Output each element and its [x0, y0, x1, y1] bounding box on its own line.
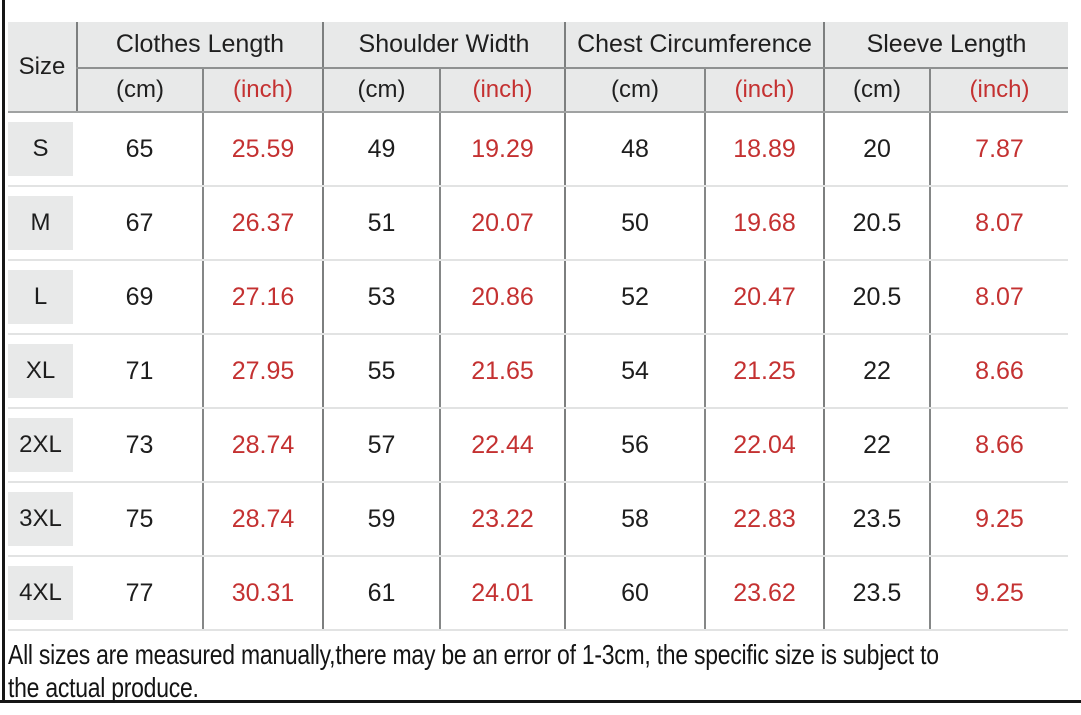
cell-clothes-inch: 26.37 [202, 186, 323, 261]
cell-shoulder-inch: 21.65 [439, 334, 565, 409]
size-label: XL [8, 344, 73, 398]
disclaimer-line-2: the actual produce. [8, 672, 199, 703]
disclaimer-line-1: All sizes are measured manually,there ma… [8, 639, 939, 670]
cell-sleeve-inch: 8.07 [928, 186, 1069, 261]
header-group-row: Size Clothes Length Shoulder Width Chest… [8, 22, 1069, 113]
cell-clothes-cm: 71 [77, 334, 203, 409]
cell-sleeve-cm: 20.5 [823, 186, 930, 261]
cell-clothes-inch: 27.16 [202, 260, 323, 335]
cell-sleeve-cm: 22 [823, 334, 930, 409]
cell-chest-cm: 50 [564, 186, 705, 261]
cell-clothes-inch: 30.31 [202, 556, 323, 631]
size-chart-table: Size Clothes Length Shoulder Width Chest… [8, 22, 1069, 631]
cell-shoulder-inch: 22.44 [439, 408, 565, 483]
cell-chest-inch: 22.04 [704, 408, 824, 483]
group-header-chest-circumference: Chest Circumference [564, 22, 824, 69]
page-border-bottom [0, 700, 1081, 703]
table-row: 4XL 77 30.31 61 24.01 60 23.62 23.5 9.25 [8, 556, 1069, 631]
cell-sleeve-inch: 9.25 [928, 556, 1069, 631]
cell-chest-inch: 21.25 [704, 334, 824, 409]
unit-header-shoulder-cm: (cm) [322, 68, 440, 113]
size-label-cell: M [8, 186, 77, 261]
unit-header-clothes-cm: (cm) [76, 68, 203, 113]
size-label-cell: S [8, 112, 77, 187]
unit-header-sleeve-inch: (inch) [928, 68, 1069, 113]
unit-header-sleeve-cm: (cm) [823, 68, 930, 113]
cell-clothes-cm: 65 [77, 112, 203, 187]
cell-clothes-inch: 28.74 [202, 408, 323, 483]
cell-chest-cm: 56 [564, 408, 705, 483]
table-row: S 65 25.59 49 19.29 48 18.89 20 7.87 [8, 112, 1069, 187]
table-row: 3XL 75 28.74 59 23.22 58 22.83 23.5 9.25 [8, 482, 1069, 557]
size-label-cell: L [8, 260, 77, 335]
cell-clothes-inch: 27.95 [202, 334, 323, 409]
cell-chest-inch: 18.89 [704, 112, 824, 187]
unit-header-clothes-inch: (inch) [202, 68, 323, 113]
header-unit-row: (cm) (inch) (cm) (inch) (cm) (inch) (cm)… [8, 68, 1069, 113]
cell-shoulder-cm: 53 [322, 260, 440, 335]
cell-sleeve-cm: 20.5 [823, 260, 930, 335]
cell-shoulder-cm: 59 [322, 482, 440, 557]
cell-chest-cm: 52 [564, 260, 705, 335]
cell-shoulder-inch: 23.22 [439, 482, 565, 557]
unit-header-shoulder-inch: (inch) [439, 68, 565, 113]
page-border-left [2, 0, 5, 703]
cell-chest-inch: 19.68 [704, 186, 824, 261]
cell-shoulder-cm: 55 [322, 334, 440, 409]
cell-clothes-inch: 28.74 [202, 482, 323, 557]
cell-chest-cm: 60 [564, 556, 705, 631]
cell-shoulder-inch: 20.86 [439, 260, 565, 335]
cell-sleeve-cm: 23.5 [823, 482, 930, 557]
cell-shoulder-cm: 49 [322, 112, 440, 187]
cell-clothes-cm: 75 [77, 482, 203, 557]
table-row: M 67 26.37 51 20.07 50 19.68 20.5 8.07 [8, 186, 1069, 261]
size-column-header: Size [8, 22, 77, 113]
cell-sleeve-inch: 8.66 [928, 408, 1069, 483]
cell-chest-cm: 48 [564, 112, 705, 187]
cell-chest-inch: 23.62 [704, 556, 824, 631]
cell-sleeve-cm: 23.5 [823, 556, 930, 631]
size-label: L [8, 270, 73, 324]
cell-shoulder-inch: 24.01 [439, 556, 565, 631]
size-label: 2XL [8, 418, 73, 472]
group-header-clothes-length: Clothes Length [76, 22, 323, 69]
cell-chest-cm: 54 [564, 334, 705, 409]
size-label-cell: 3XL [8, 482, 77, 557]
unit-header-chest-inch: (inch) [704, 68, 824, 113]
cell-chest-inch: 20.47 [704, 260, 824, 335]
unit-header-chest-cm: (cm) [564, 68, 705, 113]
cell-chest-inch: 22.83 [704, 482, 824, 557]
measurement-disclaimer: All sizes are measured manually,there ma… [8, 638, 1076, 704]
cell-shoulder-cm: 61 [322, 556, 440, 631]
cell-shoulder-cm: 51 [322, 186, 440, 261]
cell-clothes-cm: 73 [77, 408, 203, 483]
cell-clothes-cm: 67 [77, 186, 203, 261]
cell-chest-cm: 58 [564, 482, 705, 557]
size-label-cell: 4XL [8, 556, 77, 631]
size-label: 4XL [8, 566, 73, 620]
cell-sleeve-inch: 8.07 [928, 260, 1069, 335]
cell-shoulder-cm: 57 [322, 408, 440, 483]
cell-sleeve-cm: 22 [823, 408, 930, 483]
cell-shoulder-inch: 19.29 [439, 112, 565, 187]
cell-shoulder-inch: 20.07 [439, 186, 565, 261]
cell-clothes-inch: 25.59 [202, 112, 323, 187]
cell-sleeve-inch: 8.66 [928, 334, 1069, 409]
table-row: 2XL 73 28.74 57 22.44 56 22.04 22 8.66 [8, 408, 1069, 483]
size-label-cell: XL [8, 334, 77, 409]
cell-sleeve-cm: 20 [823, 112, 930, 187]
group-header-sleeve-length: Sleeve Length [822, 22, 1069, 69]
table-row: L 69 27.16 53 20.86 52 20.47 20.5 8.07 [8, 260, 1069, 335]
size-label: 3XL [8, 492, 73, 546]
cell-sleeve-inch: 9.25 [928, 482, 1069, 557]
group-header-shoulder-width: Shoulder Width [322, 22, 565, 69]
cell-sleeve-inch: 7.87 [928, 112, 1069, 187]
cell-clothes-cm: 69 [77, 260, 203, 335]
table-row: XL 71 27.95 55 21.65 54 21.25 22 8.66 [8, 334, 1069, 409]
size-label: M [8, 196, 73, 250]
size-label: S [8, 122, 73, 176]
size-label-cell: 2XL [8, 408, 77, 483]
cell-clothes-cm: 77 [77, 556, 203, 631]
